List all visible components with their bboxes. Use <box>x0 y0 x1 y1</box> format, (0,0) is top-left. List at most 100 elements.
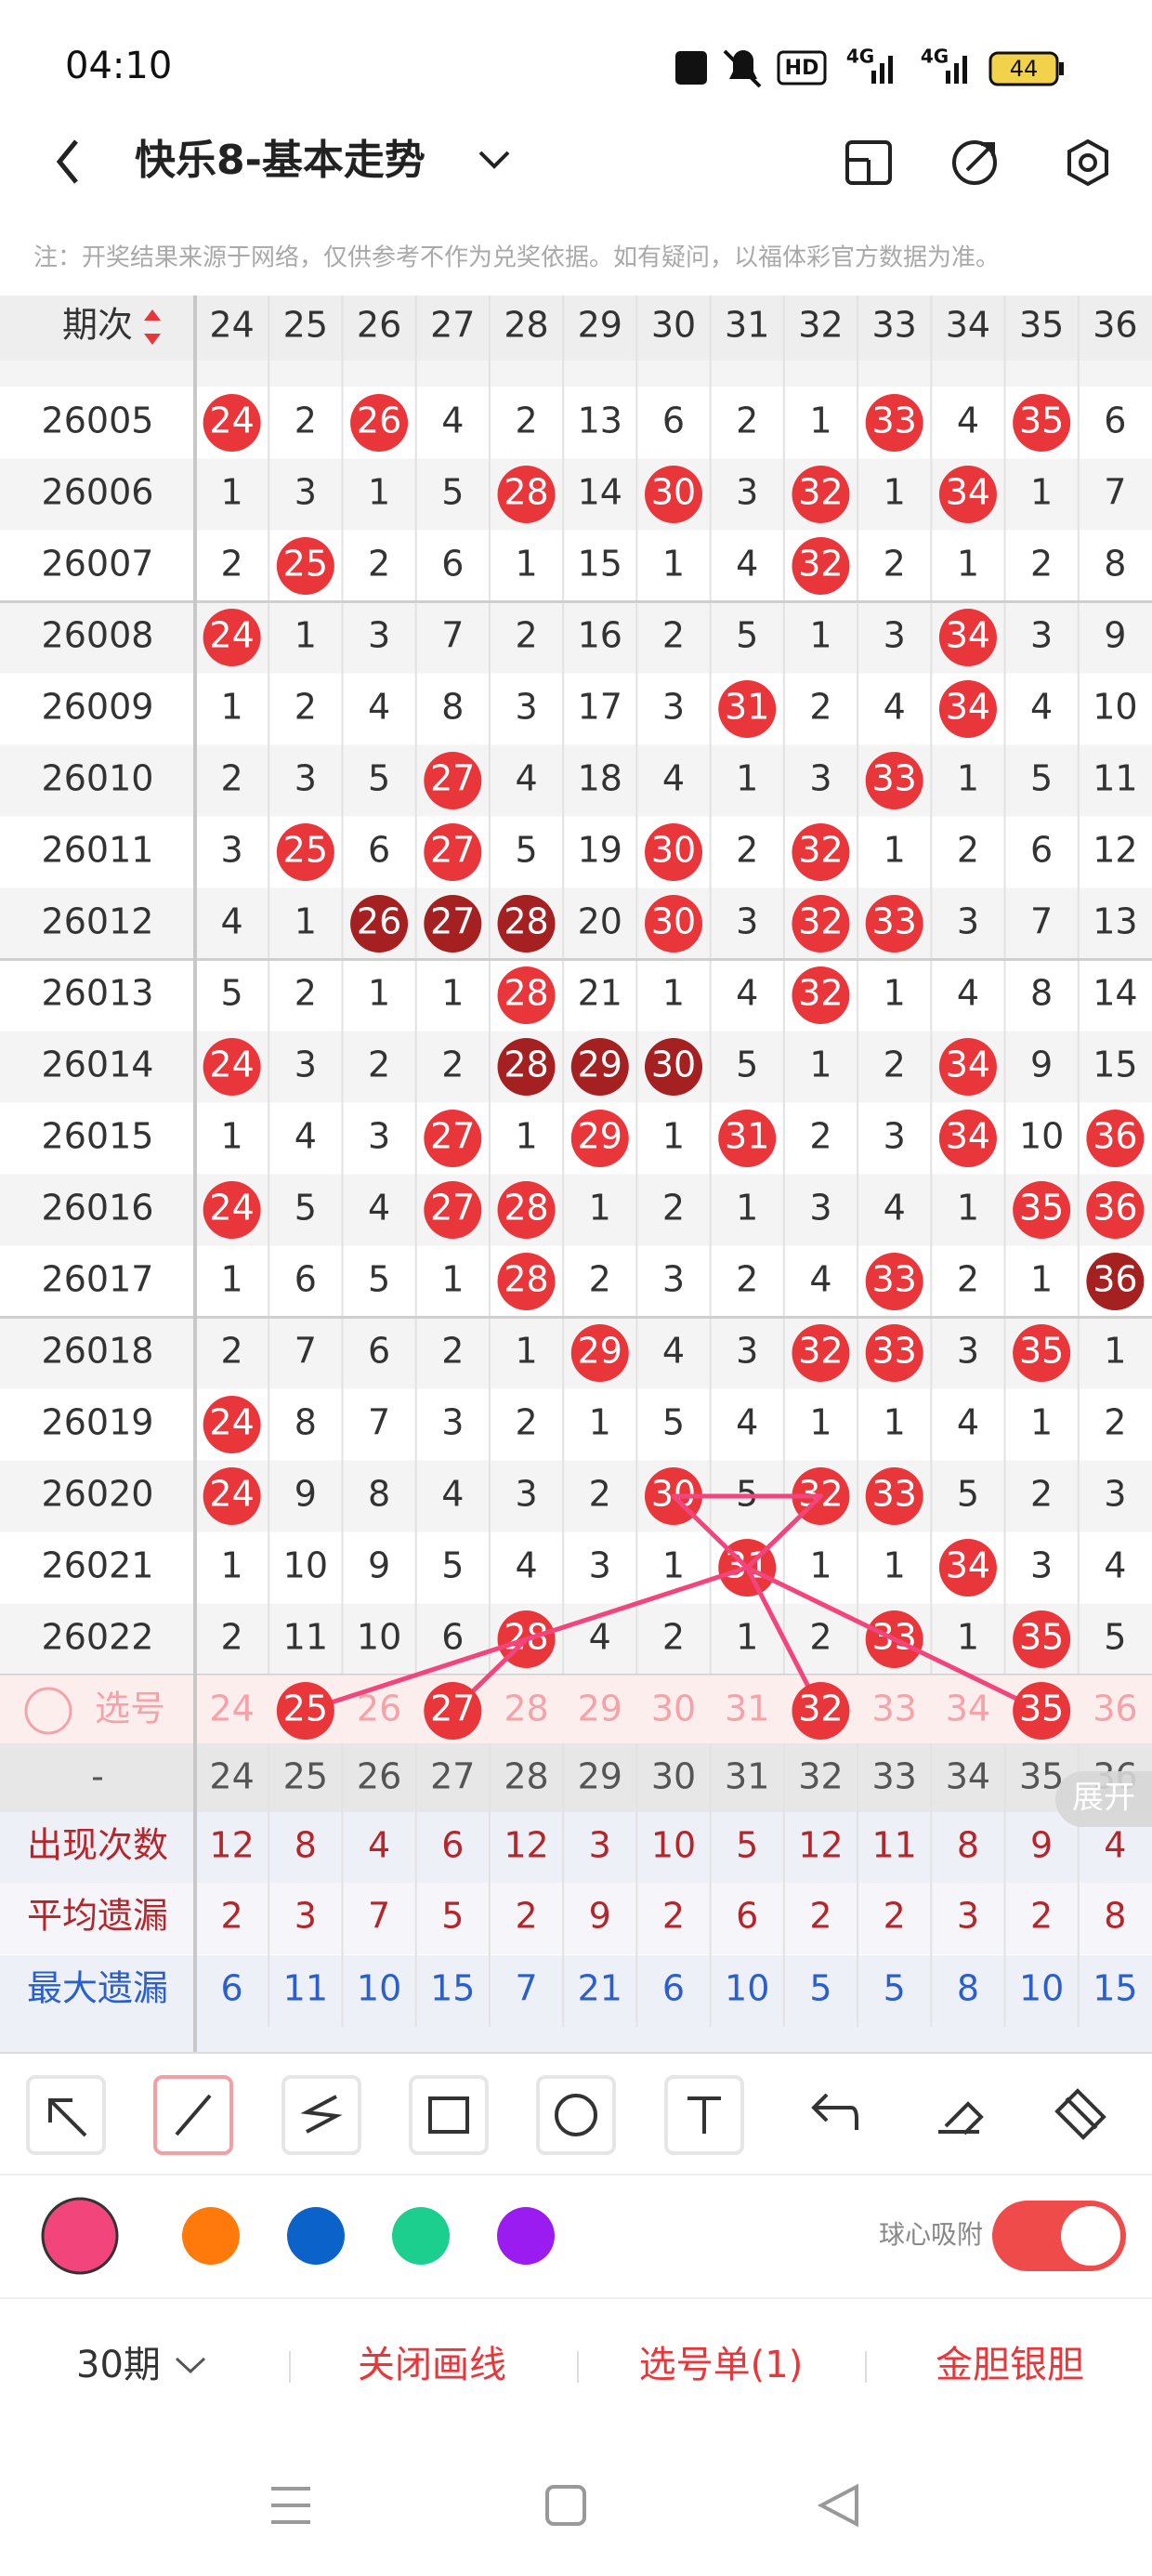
period: 26012 <box>42 901 154 942</box>
pick-number[interactable]: 33 <box>872 1689 917 1729</box>
stats-value: 8 <box>957 1825 979 1866</box>
pick-number[interactable]: 30 <box>651 1689 696 1729</box>
omission-count: 3 <box>295 758 317 799</box>
text-tool[interactable] <box>687 2096 721 2134</box>
omission-count: 3 <box>957 901 979 942</box>
stats-value: 2 <box>884 1896 906 1937</box>
stats-clip-row <box>0 2027 1152 2052</box>
omission-count: 2 <box>515 1402 537 1443</box>
pick-ball[interactable] <box>1013 1682 1071 1740</box>
expand-button-bg[interactable] <box>1055 1771 1152 1827</box>
eraser-tool[interactable] <box>938 2101 984 2136</box>
drawn-line <box>744 1493 823 1571</box>
pick-number[interactable]: 34 <box>946 1689 990 1729</box>
pick-number[interactable]: 26 <box>357 1689 401 1729</box>
nav-back[interactable] <box>817 2483 858 2528</box>
color-palette <box>41 2197 555 2275</box>
clear-tool[interactable] <box>1054 2088 1106 2140</box>
omission-count: 1 <box>662 544 685 585</box>
ball-number: 28 <box>504 901 548 942</box>
ball <box>497 1038 556 1096</box>
pick-list[interactable]: 选号单(1) <box>639 2344 804 2386</box>
omission-count: 2 <box>884 544 906 585</box>
period-header[interactable]: 期次 <box>62 305 133 346</box>
nav-home[interactable] <box>545 2485 586 2526</box>
period: 26011 <box>42 830 154 871</box>
ball <box>645 895 702 953</box>
rect-tool[interactable] <box>428 2096 469 2134</box>
page-title[interactable]: 快乐8-基本走势 <box>135 137 425 184</box>
omission-count: 4 <box>441 1474 464 1515</box>
gold-silver[interactable]: 金胆银胆 <box>936 2344 1084 2386</box>
pick-number-selected[interactable]: 27 <box>430 1689 475 1729</box>
pick-number[interactable]: 36 <box>1093 1689 1137 1729</box>
color-swatch[interactable] <box>287 2207 345 2265</box>
pick-number[interactable]: 28 <box>504 1689 548 1729</box>
pick-toggle[interactable] <box>24 1687 72 1735</box>
column-header: 30 <box>651 1756 696 1797</box>
line-tool[interactable] <box>175 2094 212 2136</box>
ball <box>497 466 556 523</box>
omission-count: 3 <box>295 1045 317 1085</box>
title-dropdown[interactable] <box>478 151 510 169</box>
ball <box>203 1396 261 1453</box>
stats-value: 10 <box>651 1825 696 1866</box>
ball <box>792 966 850 1024</box>
back-button[interactable] <box>56 139 78 184</box>
polyline-tool[interactable] <box>300 2095 343 2134</box>
clipped-row <box>0 361 1152 387</box>
row-bg <box>0 1388 1152 1461</box>
undo-tool[interactable] <box>811 2093 858 2130</box>
color-swatch[interactable] <box>392 2207 450 2265</box>
ball-number: 34 <box>946 1116 990 1157</box>
omission-count: 2 <box>441 1045 464 1085</box>
omission-count: 9 <box>1104 615 1126 656</box>
color-swatch[interactable] <box>182 2207 240 2265</box>
stats-value: 4 <box>368 1825 390 1866</box>
column-header: 31 <box>725 305 769 346</box>
arrow-tool[interactable] <box>48 2098 87 2137</box>
omission-count: 2 <box>589 1259 611 1300</box>
pick-ball[interactable] <box>276 1682 334 1740</box>
ball <box>424 823 482 881</box>
close-drawing[interactable]: 关闭画线 <box>358 2344 506 2386</box>
pick-number[interactable]: 29 <box>578 1689 622 1729</box>
stats-value: 8 <box>295 1825 317 1866</box>
pick-number-selected[interactable]: 35 <box>1019 1689 1064 1729</box>
period-select[interactable]: 30期 <box>76 2344 161 2386</box>
omission-count: 5 <box>368 758 390 799</box>
tool-box-selected <box>153 2075 233 2155</box>
pick-number[interactable]: 31 <box>725 1689 769 1729</box>
period: 26007 <box>42 544 154 585</box>
ball-number: 34 <box>946 472 990 513</box>
pick-ball[interactable] <box>424 1682 482 1740</box>
omission-count: 4 <box>809 1259 831 1300</box>
color-swatch[interactable] <box>497 2207 555 2265</box>
pick-ball[interactable] <box>792 1682 850 1740</box>
omission-count: 3 <box>1030 1545 1053 1586</box>
toggle-knob[interactable] <box>1061 2206 1120 2266</box>
pick-number-selected[interactable]: 25 <box>283 1689 328 1729</box>
ball <box>497 966 556 1024</box>
circle-tool[interactable] <box>555 2094 597 2136</box>
color-swatch-selected[interactable] <box>41 2197 119 2275</box>
row-bg <box>0 1460 1152 1532</box>
stats-label: 最大遗漏 <box>27 1968 168 2009</box>
omission-count: 5 <box>1030 758 1053 799</box>
pick-number-selected[interactable]: 32 <box>798 1689 843 1729</box>
settings-button[interactable] <box>1067 138 1108 187</box>
row-bg <box>0 1603 1152 1676</box>
omission-count: 17 <box>578 687 622 728</box>
omission-count: 2 <box>221 758 243 799</box>
nav-menu[interactable] <box>271 2487 310 2524</box>
column-header: 26 <box>357 305 401 346</box>
ball-number: 29 <box>578 1045 622 1085</box>
period: 26013 <box>42 973 154 1014</box>
snap-toggle[interactable] <box>992 2201 1126 2271</box>
stats-value: 4 <box>1104 1825 1126 1866</box>
omission-count: 1 <box>515 544 537 585</box>
share-button[interactable] <box>952 140 997 185</box>
omission-count: 1 <box>957 1617 979 1658</box>
pick-number[interactable]: 24 <box>209 1689 254 1729</box>
expand-button[interactable]: 展开 <box>1072 1780 1135 1817</box>
